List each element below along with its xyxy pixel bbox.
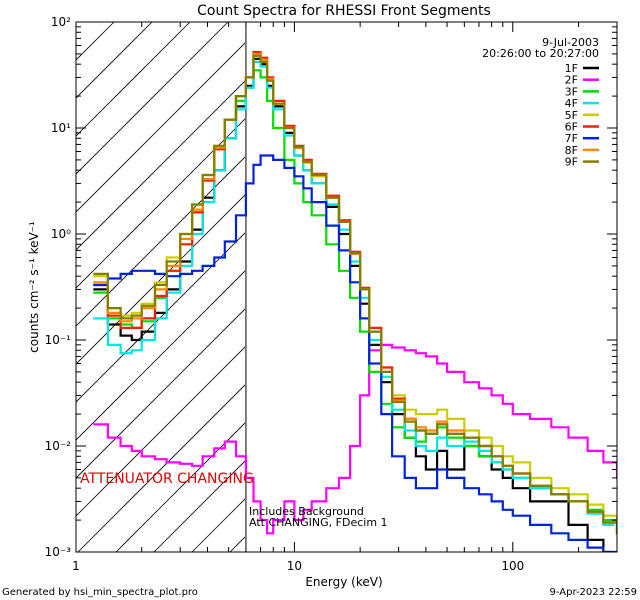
y-tick-label: 10⁻² [45, 439, 72, 453]
legend-label-3F: 3F [565, 85, 578, 98]
hatch-line [76, 308, 245, 479]
y-tick-label: 10² [51, 15, 71, 29]
y-axis-label: counts cm⁻² s⁻¹ keV⁻¹ [27, 221, 41, 353]
hatch-line [76, 156, 245, 327]
y-tick-label: 10⁻³ [45, 545, 72, 559]
hatch-line [76, 194, 245, 365]
x-axis-label: Energy (keV) [305, 575, 382, 589]
hatch-line [153, 460, 245, 552]
plot-frame [75, 21, 618, 553]
generated-by-footer: Generated by hsi_min_spectra_plot.pro [2, 587, 198, 598]
series-line-7F [93, 154, 617, 552]
background-annotation-line1: Includes Background [249, 505, 364, 518]
legend-label-7F: 7F [565, 132, 578, 145]
timestamp-footer: 9-Apr-2023 22:59 [550, 587, 637, 598]
series-line-2F [93, 343, 617, 535]
legend-label-9F: 9F [565, 156, 578, 169]
hatch-line [115, 422, 245, 552]
legend-label-1F: 1F [565, 62, 578, 75]
hatch-line [76, 42, 245, 213]
attenuator-hatch [76, 22, 245, 552]
x-tick-label: 100 [501, 559, 524, 573]
legend-label-4F: 4F [565, 97, 578, 110]
series-group [93, 51, 617, 552]
legend-label-6F: 6F [565, 121, 578, 134]
x-tick-label: 1 [72, 559, 80, 573]
hatch-line [76, 346, 245, 517]
hatch-line [76, 232, 245, 403]
legend-label-8F: 8F [565, 144, 578, 157]
series-line-9F [93, 54, 617, 535]
date-label: 9-Jul-2003 [542, 36, 599, 49]
hatch-line [76, 22, 191, 137]
hatch-line [76, 270, 245, 441]
background-annotation-line2: Att CHANGING, FDecim 1 [249, 516, 388, 529]
legend-label-2F: 2F [565, 74, 578, 87]
x-axis-ticks: 1 10 100 [72, 22, 618, 573]
y-axis-ticks: 10⁻³ 10⁻² 10⁻¹ 10⁰ 10¹ 10² [45, 15, 617, 559]
hatch-line [76, 22, 229, 175]
y-tick-label: 10¹ [51, 121, 71, 135]
x-tick-label: 10 [287, 559, 302, 573]
y-tick-label: 10⁰ [51, 227, 71, 241]
hatch-line [76, 118, 245, 289]
legend-label-5F: 5F [565, 109, 578, 122]
y-tick-label: 10⁻¹ [45, 333, 72, 347]
time-range-label: 20:26:00 to 20:27:00 [482, 47, 599, 60]
hatch-line [77, 384, 245, 552]
attenuator-annotation: ATTENUATOR CHANGING [80, 471, 254, 487]
hatch-line [76, 80, 245, 251]
chart-title: Count Spectra for RHESSI Front Segments [197, 3, 491, 19]
